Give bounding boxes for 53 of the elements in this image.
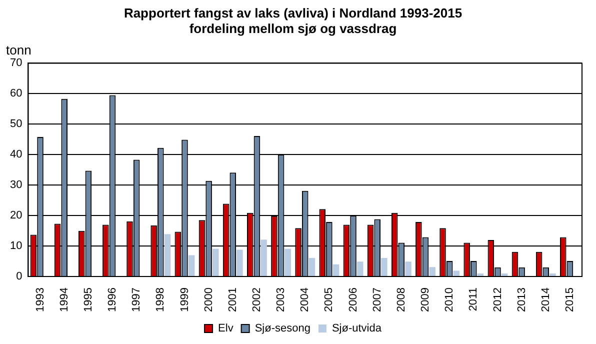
bar xyxy=(501,273,508,276)
x-tick-label: 1993 xyxy=(34,288,46,312)
y-tick-label: 50 xyxy=(10,118,22,130)
y-tick-label: 20 xyxy=(10,210,22,222)
bar xyxy=(260,240,267,276)
legend-label: Sjø-utvida xyxy=(332,322,382,335)
bar xyxy=(308,258,316,276)
bar xyxy=(356,262,364,276)
bar xyxy=(381,258,388,276)
x-tick-label: 2004 xyxy=(299,288,312,312)
bar xyxy=(453,270,460,276)
x-tick-label: 1996 xyxy=(106,288,119,312)
y-tick-label: 60 xyxy=(10,88,22,100)
x-tick-label: 2013 xyxy=(516,288,528,312)
x-tick-label: 1995 xyxy=(82,288,94,312)
x-tick-label: 2008 xyxy=(395,288,408,312)
x-tick-label: 2002 xyxy=(250,288,263,312)
x-tick-label: 2014 xyxy=(540,288,552,312)
bar xyxy=(284,248,291,276)
x-tick-label: 2001 xyxy=(226,288,239,312)
y-tick-label: 0 xyxy=(16,270,22,283)
x-tick-label: 2000 xyxy=(202,288,215,312)
legend-label: Sjø-sesong xyxy=(254,322,310,335)
bar xyxy=(550,273,556,276)
x-tick-label: 2010 xyxy=(444,288,456,312)
x-tick-label: 1998 xyxy=(154,288,167,312)
y-tick-label: 10 xyxy=(10,240,22,252)
bar xyxy=(405,262,412,276)
x-tick-label: 2003 xyxy=(275,288,288,312)
x-tick-label: 2015 xyxy=(564,288,576,312)
x-tick-label: 2005 xyxy=(323,288,336,312)
y-tick-label: 70 xyxy=(10,57,22,70)
x-tick-label: 2006 xyxy=(347,288,360,312)
x-tick-label: 2011 xyxy=(468,288,480,312)
x-tick-label: 1997 xyxy=(130,288,143,312)
text: fordeling mellom sjø og vassdrag xyxy=(189,20,397,36)
bar xyxy=(477,273,484,276)
legend-label: Elv xyxy=(218,322,234,335)
y-tick-label: 30 xyxy=(10,179,22,192)
x-tick-label: 1999 xyxy=(178,288,191,312)
text: Rapportert fangst av laks (avliva) i Nordland 1993-2015 xyxy=(124,5,462,20)
x-tick-label: 2012 xyxy=(492,288,504,312)
bar xyxy=(164,234,171,276)
x-tick-label: 1994 xyxy=(58,288,70,312)
bar xyxy=(212,248,219,276)
bar xyxy=(236,250,243,276)
x-tick-label: 2009 xyxy=(420,288,432,312)
y-tick-label: 40 xyxy=(10,148,22,161)
bar xyxy=(332,264,340,276)
x-tick-label: 2007 xyxy=(371,288,384,312)
bar xyxy=(429,267,436,276)
bar xyxy=(188,255,195,276)
y-axis-title: tonn xyxy=(6,42,32,58)
